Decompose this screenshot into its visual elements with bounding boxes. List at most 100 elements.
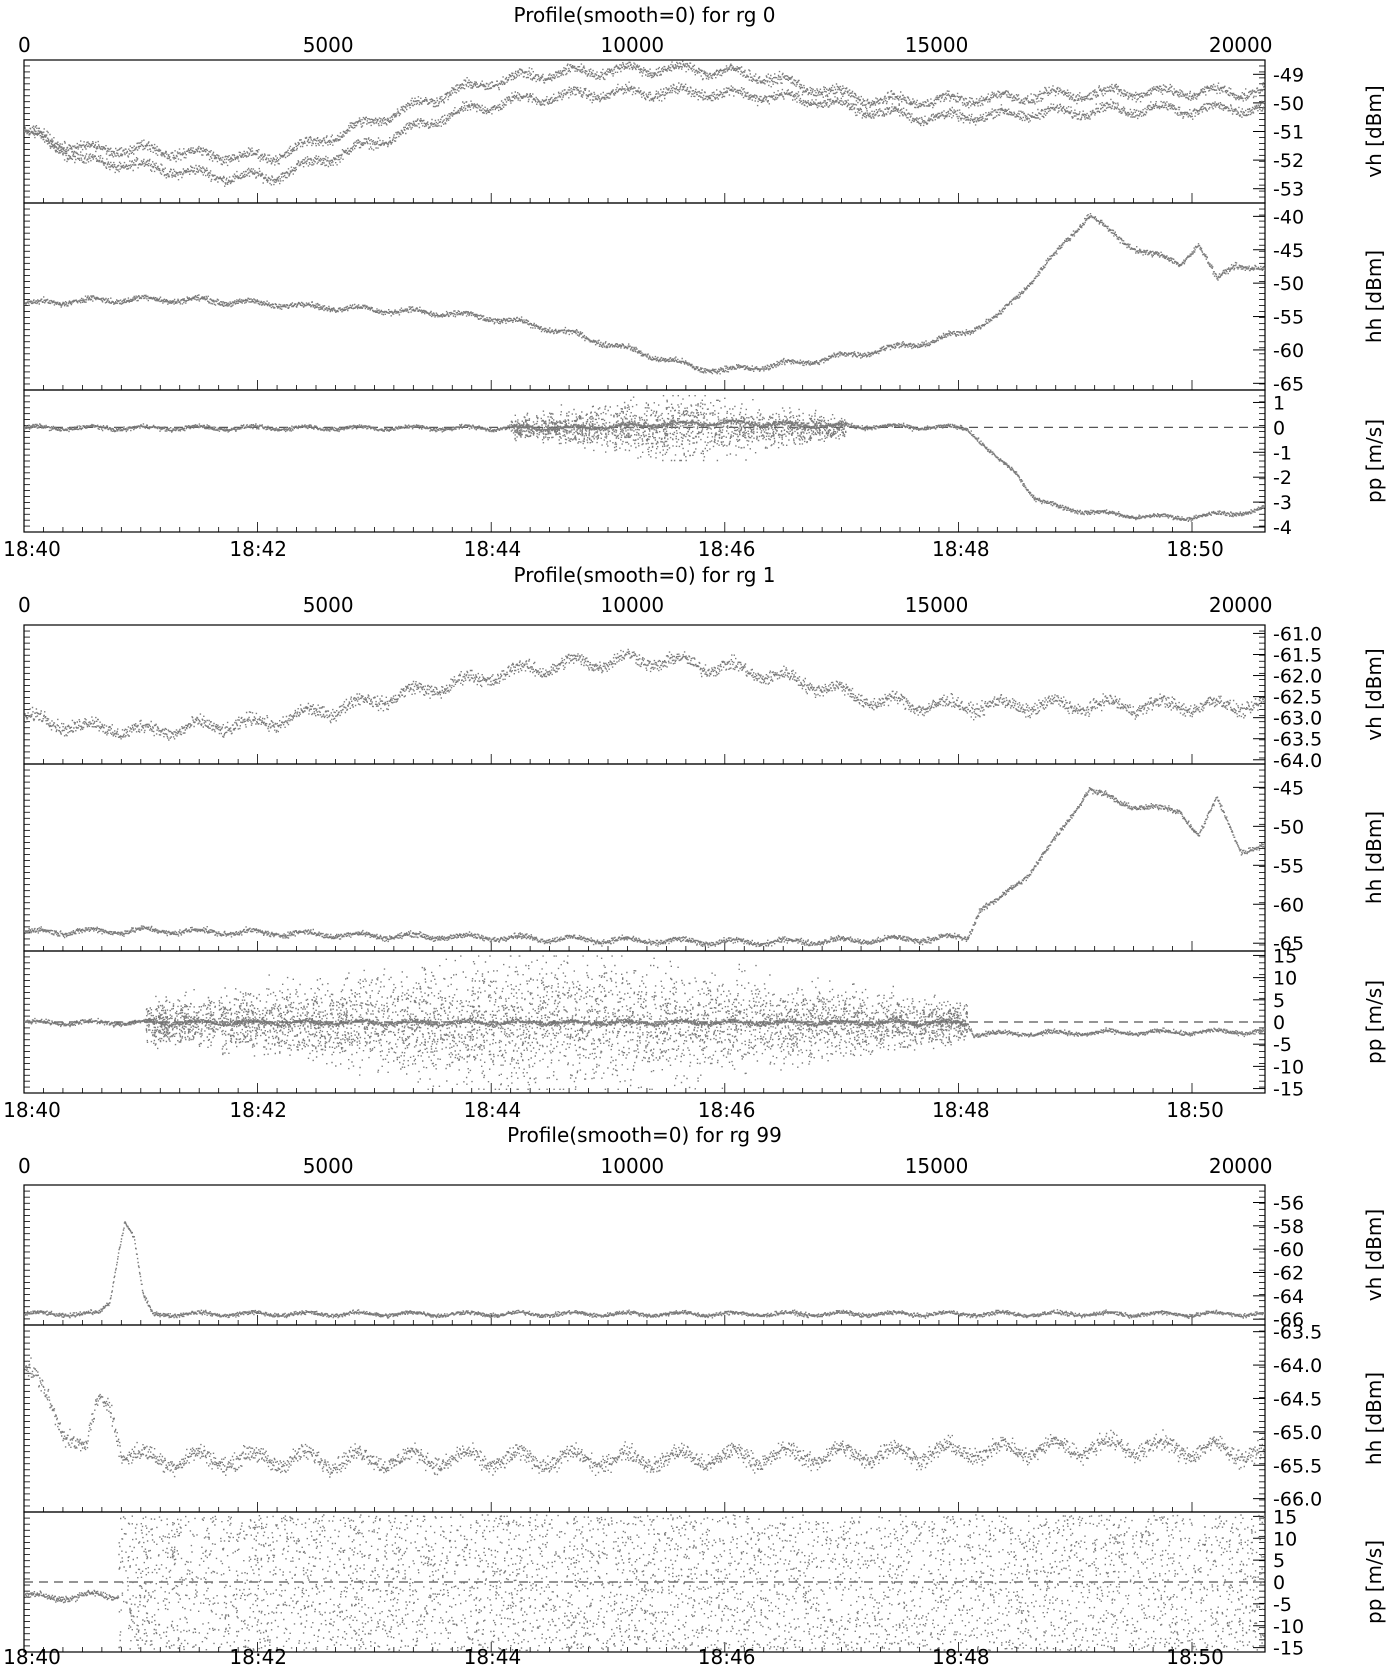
top-tick-label: 20000 xyxy=(1209,593,1273,617)
top-tick-label: 20000 xyxy=(1209,1154,1273,1178)
top-tick-label: 0 xyxy=(18,1154,31,1178)
data-points xyxy=(24,1357,1265,1478)
figure-2: Profile(smooth=0) for rg 990 5000 10000 150… xyxy=(3,1123,1386,1667)
y-axis-label: pp [m/s] xyxy=(1362,980,1386,1064)
y-tick-label: 10 xyxy=(1273,968,1297,990)
y-tick-label: -52 xyxy=(1273,150,1304,172)
y-tick-label: 0 xyxy=(1273,1012,1285,1034)
y-tick-label: -61.0 xyxy=(1273,623,1322,645)
series-points xyxy=(24,787,1265,948)
data-points xyxy=(24,1221,1265,1319)
y-tick-label: -66 xyxy=(1273,1309,1304,1331)
y-tick-label: -55 xyxy=(1273,855,1304,877)
y-tick-label: -65.0 xyxy=(1273,1422,1322,1444)
y-tick-label: -53 xyxy=(1273,179,1304,201)
figure-title: Profile(smooth=0) for rg 1 xyxy=(513,563,775,587)
y-tick-label: -62.5 xyxy=(1273,687,1322,709)
y-tick-label: 5 xyxy=(1273,990,1285,1012)
panel-frame xyxy=(23,1324,1266,1513)
data-points xyxy=(24,787,1265,948)
top-tick-label: 15000 xyxy=(905,33,969,57)
panel-hh: -40 -45 -50 -55 -60 -65 hh [dBm] xyxy=(23,202,1386,395)
time-tick-label: 18:50 xyxy=(1166,1098,1224,1122)
panel-frame xyxy=(23,1184,1266,1326)
y-tick-label: -45 xyxy=(1273,240,1304,262)
panel-hh: -63.5 -64.0 -64.5 -65.0 -65.5 -66.0 hh [dBm] xyxy=(23,1322,1386,1513)
y-axis-label: vh [dBm] xyxy=(1362,648,1386,740)
time-tick-label: 18:50 xyxy=(1166,1645,1224,1667)
y-tick-label: -15 xyxy=(1273,1079,1304,1101)
y-tick-label: -65 xyxy=(1273,933,1304,955)
y-tick-label: -2 xyxy=(1273,467,1292,489)
series-points xyxy=(24,213,1265,375)
y-tick-label: -3 xyxy=(1273,492,1292,514)
panel-frame xyxy=(23,59,1266,204)
data-points xyxy=(24,648,1265,741)
y-tick-label: -4 xyxy=(1273,517,1292,539)
y-axis-label: vh [dBm] xyxy=(1362,1209,1386,1301)
time-tick-label: 18:46 xyxy=(698,1645,756,1667)
top-tick-label: 10000 xyxy=(601,1154,665,1178)
y-tick-label: -60 xyxy=(1273,894,1304,916)
panel-vh: -61.0-61.5-62.0-62.5-63.0-63.5-64.0 vh [d… xyxy=(23,623,1386,772)
series-points xyxy=(24,1221,1265,1319)
y-axis-label: hh [dBm] xyxy=(1362,250,1386,343)
y-tick-label: -66.0 xyxy=(1273,1489,1322,1511)
data-points xyxy=(24,955,1265,1090)
figure-1: Profile(smooth=0) for rg 1 0 5000 10000 1500… xyxy=(3,563,1386,1122)
time-tick-label: 18:50 xyxy=(1166,537,1224,561)
data-points xyxy=(24,213,1265,375)
y-tick-label: 15 xyxy=(1273,945,1297,967)
y-tick-label: -63.5 xyxy=(1273,729,1322,751)
y-tick-label: -55 xyxy=(1273,307,1304,329)
time-tick-label: 18:40 xyxy=(3,537,61,561)
figure-title: Profile(smooth=0) for rg 0 xyxy=(513,3,775,27)
y-tick-label: -61.5 xyxy=(1273,644,1322,666)
y-tick-label: -40 xyxy=(1273,206,1304,228)
y-tick-label: -60 xyxy=(1273,1239,1304,1261)
y-tick-label: 1 xyxy=(1273,392,1285,414)
y-tick-label: 15 xyxy=(1273,1506,1297,1528)
y-tick-label: -10 xyxy=(1273,1056,1304,1078)
time-tick-label: 18:42 xyxy=(229,1098,287,1122)
time-tick-label: 18:40 xyxy=(3,1098,61,1122)
top-tick-label: 0 xyxy=(18,33,31,57)
time-tick-label: 18:46 xyxy=(698,537,756,561)
time-tick-label: 18:44 xyxy=(464,1645,522,1667)
series-points xyxy=(24,1357,1265,1478)
figure-title: Profile(smooth=0) for rg 99 xyxy=(507,1123,782,1147)
panel-frame xyxy=(23,202,1266,391)
y-tick-label: -64.0 xyxy=(1273,1355,1322,1377)
y-tick-label: -10 xyxy=(1273,1616,1304,1638)
y-tick-label: -1 xyxy=(1273,442,1292,464)
y-tick-label: 10 xyxy=(1273,1528,1297,1550)
series-points xyxy=(24,395,1265,522)
time-tick-label: 18:42 xyxy=(229,537,287,561)
figure-0: Profile(smooth=0) for rg 0 0 5000 10000 1500… xyxy=(3,3,1386,561)
y-tick-label: -5 xyxy=(1273,1034,1292,1056)
y-tick-label: -50 xyxy=(1273,273,1304,295)
y-tick-label: -49 xyxy=(1273,64,1304,86)
y-tick-label: -50 xyxy=(1273,93,1304,115)
data-points xyxy=(24,1514,1265,1652)
y-tick-label: -64 xyxy=(1273,1286,1304,1308)
y-axis-label: pp [m/s] xyxy=(1362,1540,1386,1624)
y-tick-label: -63.0 xyxy=(1273,708,1322,730)
y-tick-label: -63.5 xyxy=(1273,1322,1322,1344)
panel-vh: -49 -50 -51 -52 -53 vh [dBm] xyxy=(23,59,1386,204)
y-tick-label: -58 xyxy=(1273,1216,1304,1238)
y-tick-label: 0 xyxy=(1273,1572,1285,1594)
time-tick-label: 18:42 xyxy=(229,1645,287,1667)
y-tick-label: -15 xyxy=(1273,1638,1304,1660)
panel-frame xyxy=(23,763,1266,952)
y-axis-label: vh [dBm] xyxy=(1362,85,1386,177)
series-points xyxy=(24,60,1265,187)
y-tick-label: -50 xyxy=(1273,816,1304,838)
y-tick-label: -5 xyxy=(1273,1594,1292,1616)
data-points xyxy=(24,395,1265,522)
top-tick-label: 15000 xyxy=(905,593,969,617)
y-tick-label: -64.5 xyxy=(1273,1388,1322,1410)
top-tick-label: 15000 xyxy=(905,1154,969,1178)
